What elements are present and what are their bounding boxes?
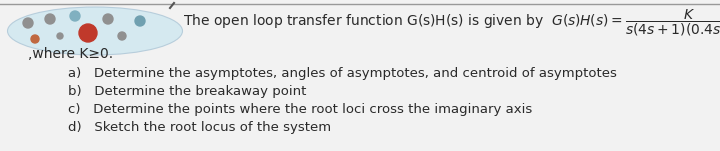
- Circle shape: [23, 18, 33, 28]
- Circle shape: [57, 33, 63, 39]
- Text: c)   Determine the points where the root loci cross the imaginary axis: c) Determine the points where the root l…: [68, 103, 532, 116]
- Circle shape: [79, 24, 97, 42]
- Circle shape: [70, 11, 80, 21]
- Circle shape: [45, 14, 55, 24]
- Ellipse shape: [7, 7, 182, 55]
- Text: d)   Sketch the root locus of the system: d) Sketch the root locus of the system: [68, 120, 331, 133]
- Text: b)   Determine the breakaway point: b) Determine the breakaway point: [68, 85, 307, 98]
- Circle shape: [31, 35, 39, 43]
- Text: a)   Determine the asymptotes, angles of asymptotes, and centroid of asymptotes: a) Determine the asymptotes, angles of a…: [68, 66, 617, 79]
- Text: The open loop transfer function G(s)H(s) is given by  $G(s)H(s) = \dfrac{K}{s(4s: The open loop transfer function G(s)H(s)…: [183, 8, 720, 38]
- Circle shape: [118, 32, 126, 40]
- Text: ,where K≥0.: ,where K≥0.: [28, 47, 113, 61]
- Circle shape: [135, 16, 145, 26]
- Circle shape: [103, 14, 113, 24]
